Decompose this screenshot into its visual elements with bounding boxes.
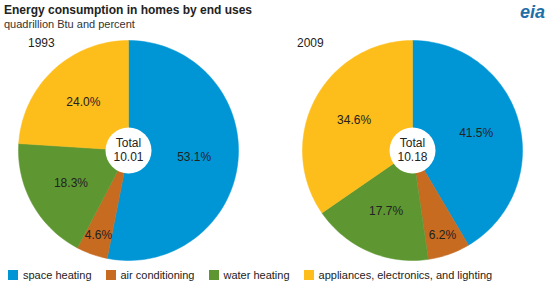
html-text:Energy consumption in homes by: Energy consumption in homes by end uses [4,3,252,17]
html-text:water heating: water heating [223,268,290,281]
html-text:appliances, electronics, and l: appliances, electronics, and lighting [318,268,493,281]
svg-text:10.18: 10.18 [397,150,427,164]
html-text:air conditioning: air conditioning [120,268,195,281]
svg-text:Total: Total [116,136,141,150]
svg-text:18.3%: 18.3% [54,176,88,190]
svg-text:10.01: 10.01 [113,150,143,164]
svg-text:34.6%: 34.6% [337,113,371,127]
svg-text:41.5%: 41.5% [459,126,493,140]
svg-text:17.7%: 17.7% [369,204,403,218]
svg-text:Total: Total [400,136,425,150]
svg-text:4.6%: 4.6% [85,228,113,242]
svg-text:24.0%: 24.0% [66,95,100,109]
html-text:eia: eia [520,2,545,22]
html-text:quadrillion Btu and percent: quadrillion Btu and percent [4,18,135,30]
html-text:2009: 2009 [297,36,324,50]
html-text:space heating: space heating [23,268,92,281]
svg-text:6.2%: 6.2% [429,228,457,242]
svg-text:53.1%: 53.1% [177,150,211,164]
html-text:1993: 1993 [28,36,55,50]
